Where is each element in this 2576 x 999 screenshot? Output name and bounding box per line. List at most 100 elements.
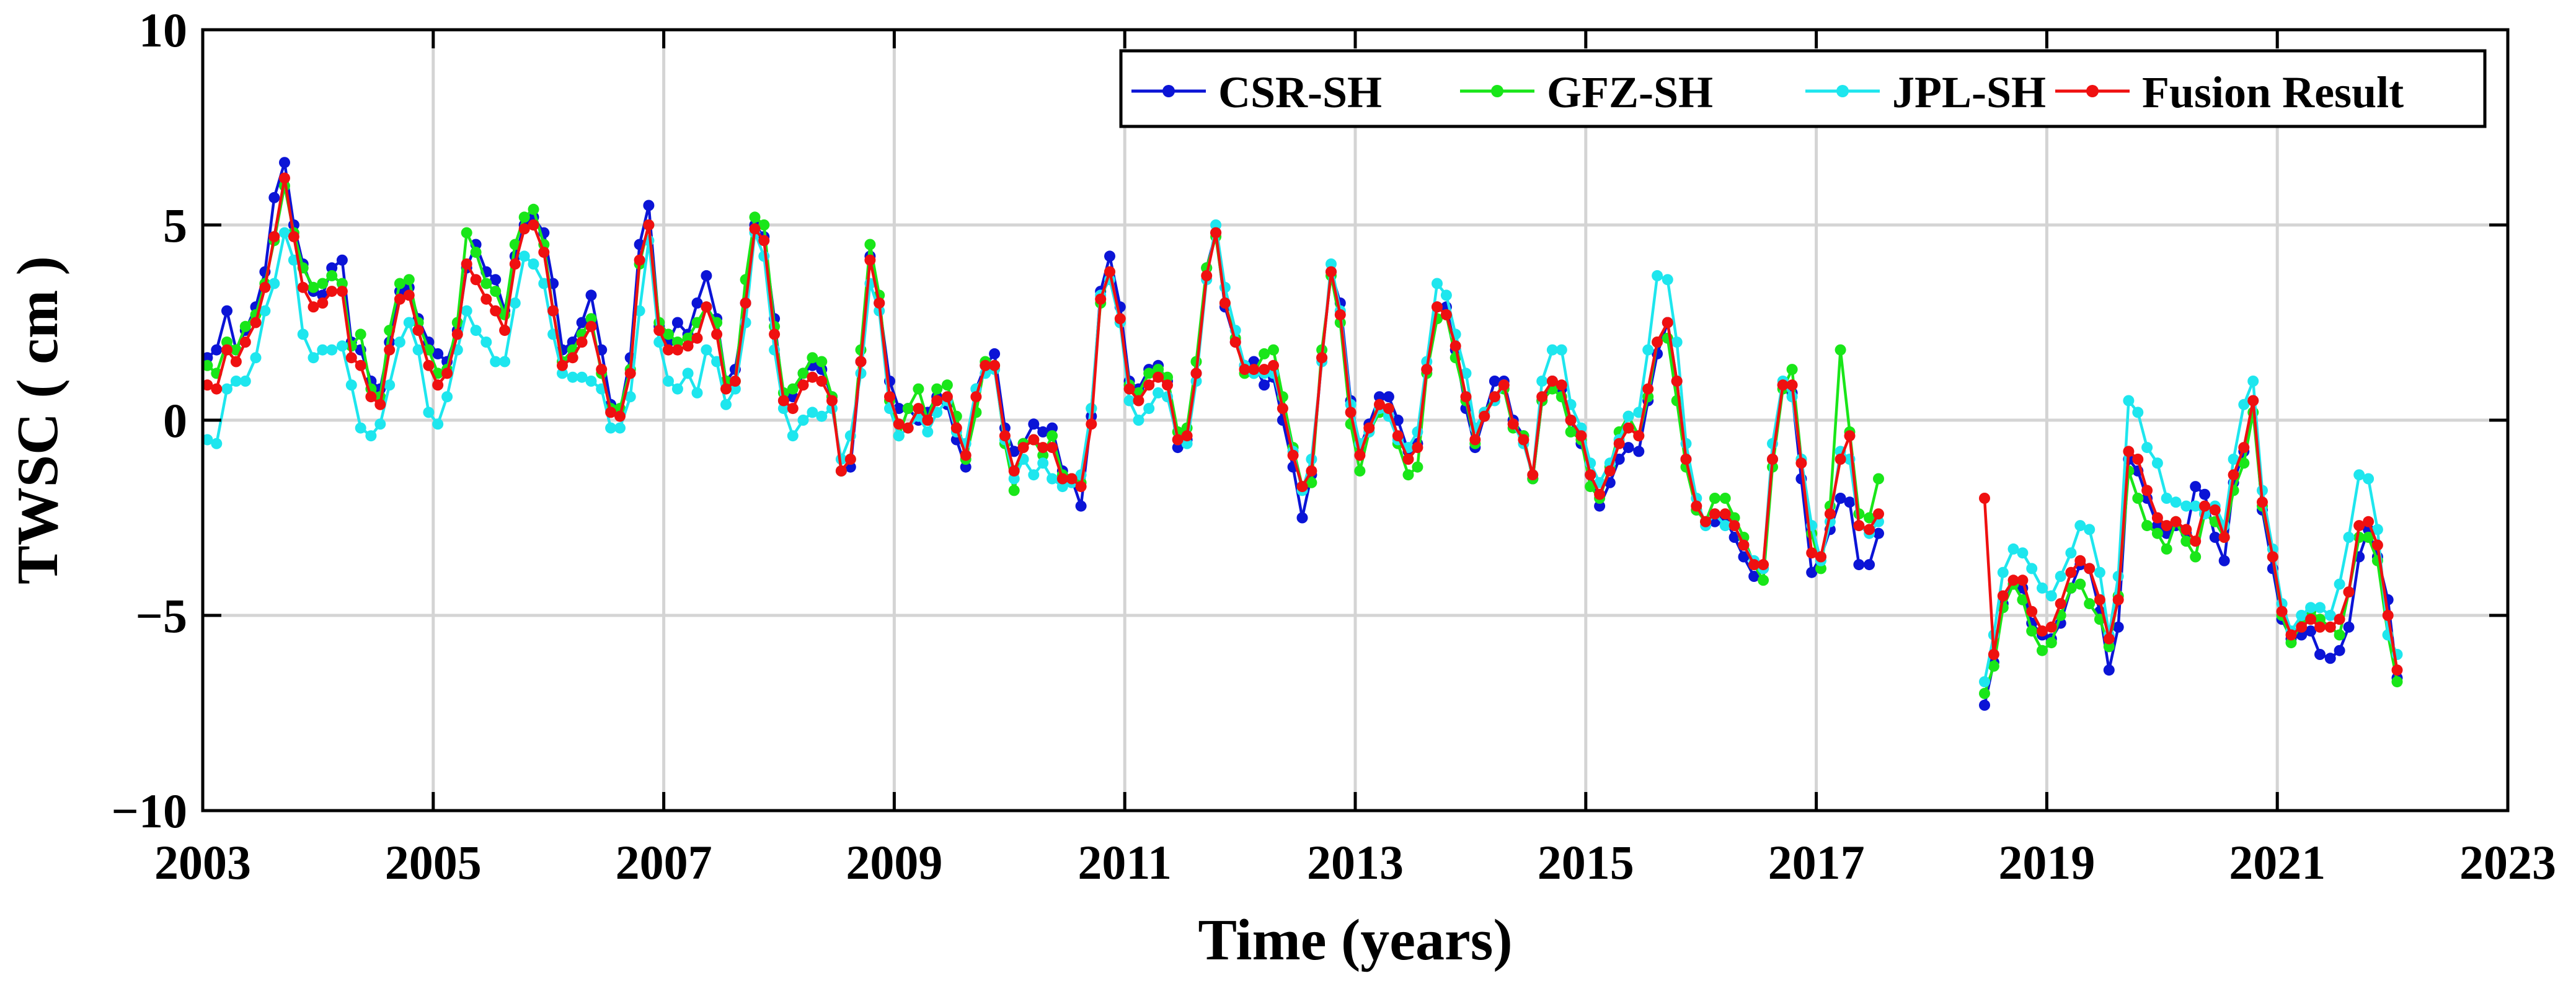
data-point	[1268, 359, 1279, 371]
data-point	[432, 348, 444, 359]
data-point	[931, 383, 943, 395]
data-point	[1153, 364, 1164, 376]
data-point	[874, 297, 885, 309]
data-point	[288, 231, 299, 242]
data-point	[1047, 442, 1058, 454]
data-point	[1114, 313, 1126, 325]
data-point	[201, 352, 213, 364]
data-point	[1748, 571, 1760, 582]
data-point	[1162, 371, 1173, 383]
data-point	[816, 376, 828, 387]
data-point	[2026, 625, 2038, 637]
data-point	[758, 219, 770, 231]
data-point	[1008, 465, 1020, 477]
data-point	[1835, 493, 1846, 504]
data-point	[1383, 391, 1394, 403]
data-point	[749, 223, 761, 235]
data-point	[2324, 621, 2336, 633]
data-point	[1594, 488, 1606, 500]
data-point	[2238, 457, 2250, 469]
data-point	[807, 371, 818, 383]
data-point	[2026, 563, 2038, 574]
data-point	[1979, 676, 1990, 688]
data-point	[826, 395, 838, 407]
data-point	[432, 379, 444, 391]
data-point	[634, 254, 645, 266]
data-point	[1259, 379, 1270, 391]
data-point	[1662, 317, 1673, 328]
data-point	[2170, 496, 2182, 508]
data-point	[528, 203, 539, 215]
y-tick-label: −10	[112, 784, 187, 838]
data-point	[470, 325, 482, 337]
data-point	[2151, 512, 2163, 524]
data-point	[2371, 524, 2383, 535]
data-point	[855, 356, 867, 367]
legend-entry-fusion-result: Fusion Result	[2055, 68, 2404, 117]
data-point	[2045, 621, 2057, 633]
data-point	[1786, 379, 1798, 391]
data-point	[1864, 512, 1875, 524]
data-point	[1988, 660, 1999, 672]
data-point	[2161, 520, 2172, 532]
data-point	[902, 422, 914, 434]
data-point	[201, 359, 213, 371]
data-point	[1709, 493, 1720, 504]
data-point	[2026, 605, 2038, 617]
data-point	[663, 344, 674, 356]
data-point	[1527, 469, 1539, 481]
data-point	[221, 337, 232, 348]
data-point	[1037, 426, 1049, 438]
data-point	[2305, 602, 2317, 614]
data-point	[2190, 481, 2202, 493]
data-point	[432, 418, 444, 430]
data-point	[585, 289, 597, 301]
data-point	[1633, 446, 1645, 457]
legend-swatch-marker	[1491, 85, 1503, 97]
data-point	[941, 379, 953, 391]
data-point	[1432, 278, 1443, 289]
data-point	[1075, 481, 1087, 493]
data-point	[653, 325, 665, 337]
data-point	[2132, 407, 2144, 418]
data-point	[576, 371, 588, 383]
data-point	[2074, 555, 2086, 566]
data-point	[1844, 430, 1856, 442]
y-tick-label: −5	[136, 589, 187, 643]
data-point	[2305, 614, 2317, 625]
data-point	[1777, 379, 1789, 391]
data-point	[259, 281, 271, 293]
data-point	[1709, 508, 1720, 520]
data-point	[2285, 629, 2297, 641]
data-point	[2285, 637, 2297, 649]
data-point	[1536, 376, 1548, 387]
data-point	[297, 328, 309, 340]
data-point	[1037, 442, 1049, 454]
data-point	[749, 211, 761, 223]
data-point	[2037, 582, 2048, 594]
data-point	[2314, 621, 2326, 633]
data-point	[1181, 438, 1193, 449]
data-point	[1287, 449, 1299, 461]
data-point	[2190, 551, 2202, 563]
data-point	[2112, 594, 2124, 605]
data-point	[1795, 457, 1807, 469]
data-point	[989, 348, 1001, 359]
x-tick-label: 2017	[1768, 835, 1865, 889]
data-point	[1008, 473, 1020, 485]
data-point	[490, 305, 502, 317]
data-point	[423, 359, 435, 371]
data-point	[2353, 520, 2365, 532]
data-point	[960, 449, 972, 461]
data-point	[922, 426, 934, 438]
data-point	[1758, 574, 1769, 586]
data-point	[538, 247, 550, 258]
data-point	[1334, 309, 1346, 320]
data-point	[403, 317, 415, 328]
data-point	[864, 239, 876, 250]
series-fusion-result	[201, 172, 2403, 676]
data-point	[1296, 512, 1308, 524]
data-point	[1306, 477, 1317, 488]
data-point	[1815, 551, 1826, 563]
